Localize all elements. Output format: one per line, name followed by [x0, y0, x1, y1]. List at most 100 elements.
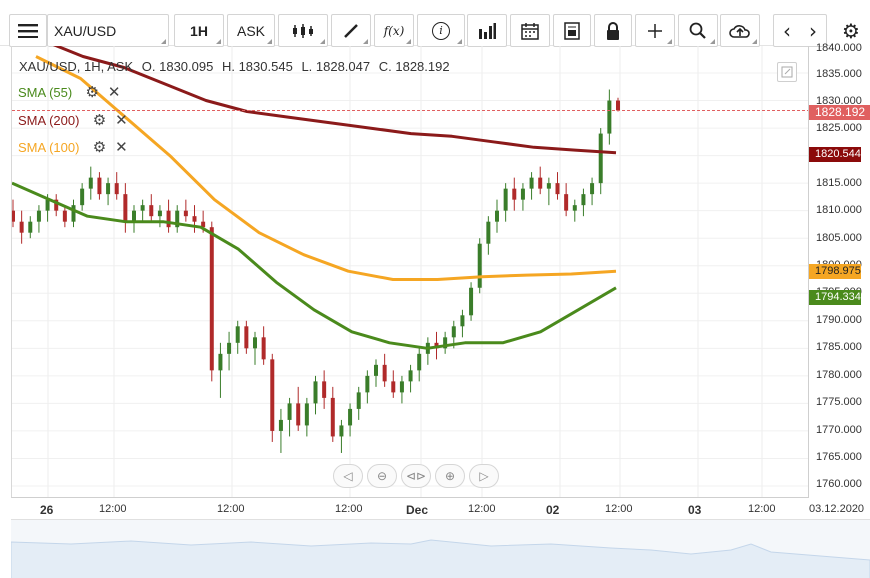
candle-body: [365, 375, 370, 393]
candle-body: [114, 183, 119, 195]
candle-body: [218, 353, 223, 371]
expand-button[interactable]: [777, 62, 797, 82]
lock-button[interactable]: [594, 14, 632, 47]
candle-body: [451, 326, 456, 338]
settings-button[interactable]: ⚙: [832, 14, 870, 47]
close-icon[interactable]: ✕: [115, 112, 128, 129]
candle-body: [495, 210, 499, 222]
time-label: 12:00: [748, 503, 776, 515]
candle-body: [477, 243, 482, 288]
zoom-in-button[interactable]: ⊕: [435, 464, 465, 488]
gear-icon[interactable]: ⚙: [85, 84, 99, 101]
candle-body: [503, 188, 508, 211]
calendar-button[interactable]: [510, 14, 550, 47]
back-arrow-icon[interactable]: ‹: [783, 18, 791, 43]
time-label: 02: [546, 503, 560, 517]
candle-body: [512, 188, 517, 200]
cloud-save-button[interactable]: [720, 14, 760, 47]
pencil-icon: [344, 23, 358, 38]
volume-button[interactable]: [467, 14, 507, 47]
close-icon[interactable]: ✕: [115, 139, 128, 156]
price-label: 1840.000: [816, 42, 862, 54]
info-button[interactable]: i: [417, 14, 465, 47]
price-side-select[interactable]: ASK: [227, 14, 275, 47]
chart-navigator[interactable]: [10, 519, 870, 578]
scroll-left-button[interactable]: ◁: [333, 464, 363, 488]
candle-body: [183, 210, 188, 217]
candle-body: [71, 205, 76, 222]
candle-body: [348, 408, 353, 426]
reset-button[interactable]: ⊲⊳: [401, 464, 431, 488]
layout-button[interactable]: [553, 14, 591, 47]
indicator-sma100: SMA (100) ⚙ ✕: [18, 139, 129, 156]
indicators-button[interactable]: f(x): [374, 14, 414, 47]
price-label: 1760.000: [816, 478, 862, 490]
gear-icon[interactable]: ⚙: [92, 112, 107, 129]
candle-body: [529, 177, 534, 189]
candle-body: [339, 425, 344, 437]
function-icon: f(x): [383, 23, 405, 38]
candle-body: [227, 342, 232, 354]
zoom-out-button[interactable]: ⊖: [367, 464, 397, 488]
candle-body: [253, 337, 257, 349]
candle-body: [590, 183, 595, 195]
candle-body: [209, 227, 214, 371]
indicator-sma200-label: SMA (200): [18, 112, 80, 128]
candle-body: [598, 133, 603, 184]
candle-body: [261, 337, 266, 360]
candle-body: [356, 392, 361, 409]
sma55-line: [12, 181, 617, 350]
chart-plot-area[interactable]: [11, 46, 809, 498]
crosshair-button[interactable]: [635, 14, 675, 47]
price-label: 1810.000: [816, 204, 862, 216]
candle-body: [201, 221, 206, 228]
time-label: 03: [688, 503, 702, 517]
chart-type-button[interactable]: [278, 14, 328, 47]
candle-body: [88, 177, 93, 189]
magnifier-icon: [689, 22, 706, 39]
price-chart: [12, 46, 808, 497]
crosshair-icon: [648, 23, 662, 38]
candle-body: [45, 199, 50, 211]
price-label: 1825.000: [816, 122, 862, 134]
candle-body: [19, 221, 24, 233]
candle-body: [520, 188, 525, 200]
scroll-right-button[interactable]: ▷: [469, 464, 499, 488]
candle-body: [382, 364, 387, 382]
document-icon: [564, 21, 580, 40]
candle-body: [391, 381, 396, 393]
info-icon: i: [432, 21, 450, 40]
ohlc-high: H. 1830.545: [221, 59, 293, 74]
chart-navigation: ◁ ⊖ ⊲⊳ ⊕ ▷: [333, 464, 499, 488]
price-label: 1770.000: [816, 424, 862, 436]
timeframe-value: 1H: [190, 22, 208, 39]
price-axis[interactable]: 1840.000 1835.000 1830.000 1825.000 1815…: [809, 42, 870, 498]
indicator-sma200: SMA (200) ⚙ ✕: [18, 112, 129, 129]
navigator-sparkline: [10, 539, 870, 578]
ohlc-legend: XAU/USD, 1H, ASK O. 1830.095 H. 1830.545…: [19, 59, 455, 74]
candle-body: [572, 205, 577, 211]
time-label: 12:00: [468, 503, 496, 515]
zoom-out-icon: ⊖: [376, 469, 388, 483]
menu-button[interactable]: [9, 14, 47, 47]
candle-body: [304, 403, 309, 426]
forward-arrow-icon[interactable]: ›: [809, 18, 817, 43]
time-axis[interactable]: 26 12:00 12:00 12:00 Dec 12:00 02 12:00 …: [11, 498, 870, 518]
candle-body: [469, 287, 474, 316]
time-label: 12:00: [605, 503, 633, 515]
gear-icon[interactable]: ⚙: [92, 139, 107, 156]
candle-body: [166, 210, 171, 228]
drawing-tools-button[interactable]: [331, 14, 371, 47]
zoom-button[interactable]: [678, 14, 718, 47]
timeframe-select[interactable]: 1H: [174, 14, 224, 47]
candle-body: [62, 210, 67, 222]
candle-body: [374, 364, 378, 376]
symbol-select[interactable]: XAU/USD: [47, 14, 169, 47]
candle-body: [322, 381, 327, 398]
candle-body: [581, 194, 586, 206]
time-label: Dec: [406, 503, 429, 517]
close-icon[interactable]: ✕: [107, 84, 121, 101]
candle-body: [106, 183, 111, 195]
ohlc-close: C. 1828.192: [378, 59, 450, 74]
price-label: 1835.000: [816, 68, 862, 80]
